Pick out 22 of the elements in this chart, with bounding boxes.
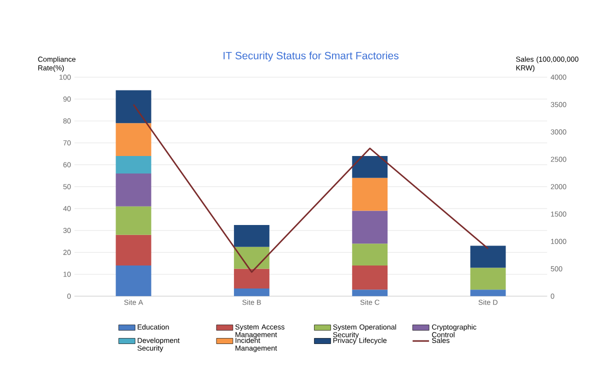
bar [116,265,152,296]
bar [234,288,270,296]
bar [352,156,388,178]
bar [116,123,152,156]
bar [352,244,388,266]
bar [352,265,388,290]
bar [352,178,388,211]
bar [470,290,506,296]
bar [470,246,506,268]
bar [234,224,270,247]
bar [470,268,506,290]
bar [234,268,270,288]
bar [116,156,152,174]
bar [116,206,152,235]
bar [116,234,152,266]
bar [116,173,152,206]
bar [116,90,152,124]
bar [234,246,270,269]
chart-title: IT Security Status for Smart Factories [224,52,399,62]
bar [352,210,388,244]
line-series [132,104,489,273]
bar [352,290,388,296]
